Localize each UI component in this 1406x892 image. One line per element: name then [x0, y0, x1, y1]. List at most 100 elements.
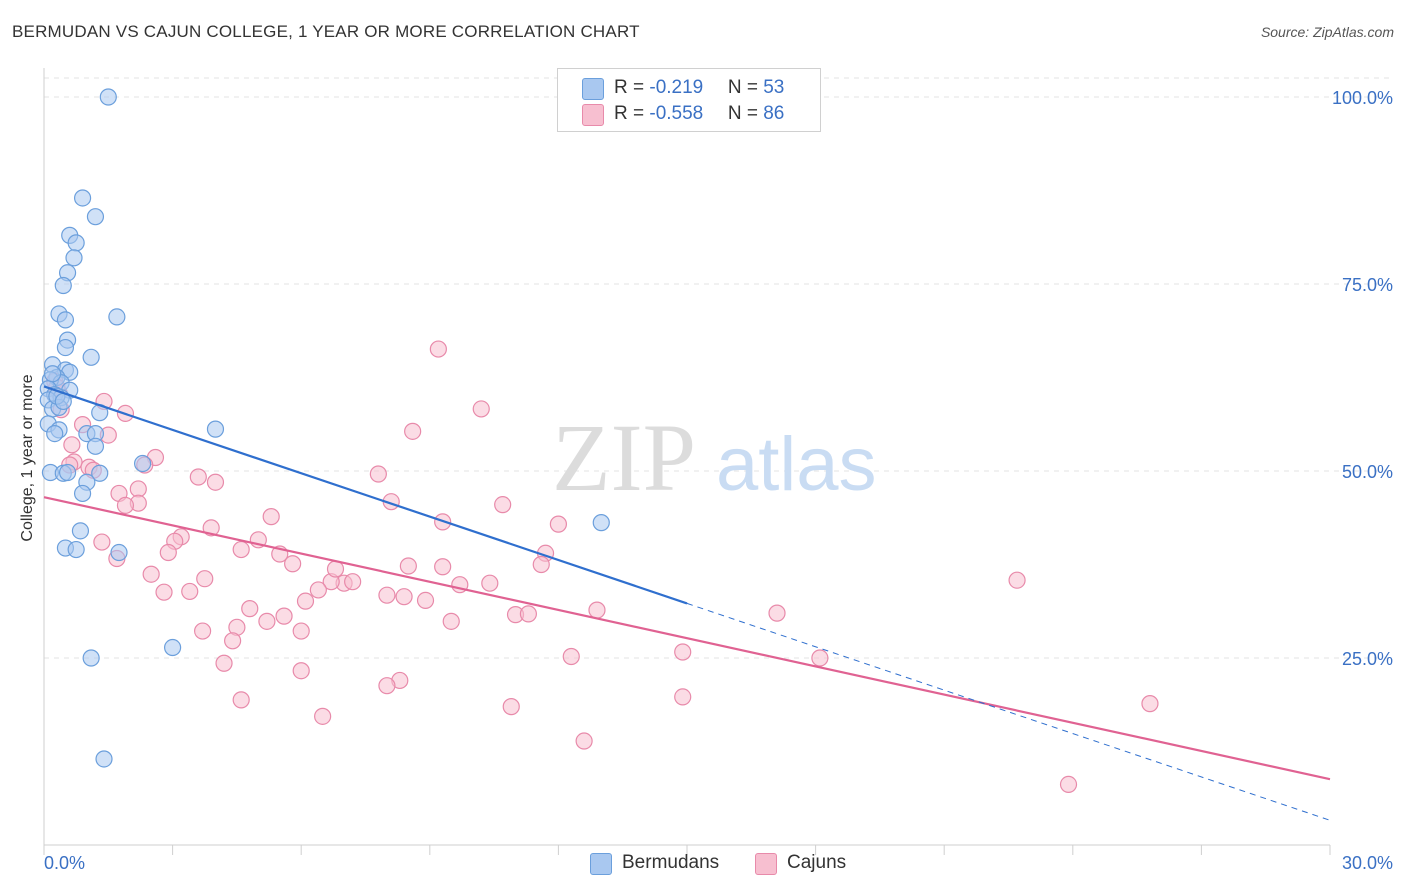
cajun-point: [206, 473, 225, 491]
watermark-zip: ZIP: [552, 404, 696, 511]
bermudan-point: [86, 437, 105, 455]
cajun-point: [224, 632, 242, 650]
cajun-point: [494, 496, 512, 514]
cajun-point: [314, 707, 332, 725]
cajun-point: [768, 604, 786, 622]
source-label: Source: ZipAtlas.com: [1260, 24, 1394, 40]
cajuns-points: [46, 340, 1159, 794]
legend-n-label: N =: [727, 77, 764, 98]
bermudan-point: [58, 463, 77, 482]
cajun-point: [241, 600, 259, 618]
bermudans-swatch: [590, 853, 612, 875]
y-axis-label: College, 1 year or more: [19, 374, 36, 541]
cajun-point: [296, 592, 315, 610]
cajun-point: [442, 612, 460, 630]
bermudan-point: [91, 464, 109, 482]
cajun-point: [378, 586, 396, 604]
cajun-point: [562, 647, 580, 666]
cajun-point: [344, 573, 362, 591]
watermark-atlas: atlas: [716, 422, 877, 507]
cajuns-swatch: [582, 104, 604, 126]
bermudan-point: [133, 454, 152, 473]
cajun-point: [189, 468, 207, 486]
cajun-point: [532, 555, 550, 574]
cajun-point: [472, 400, 490, 418]
cajun-point: [284, 555, 302, 573]
bermudans-points: [39, 88, 610, 768]
x-tick-label: 30.0%: [1342, 853, 1393, 873]
y-tick-label: 25.0%: [1342, 649, 1393, 669]
bermudan-point: [54, 276, 72, 295]
trend-lines: [43, 385, 1331, 821]
cajun-point: [575, 732, 593, 750]
cajun-point: [93, 533, 111, 551]
bermudan-point: [206, 420, 225, 438]
y-tick-label: 75.0%: [1342, 275, 1393, 295]
cajun-point: [674, 643, 692, 661]
bottom-legend-label: Bermudans: [622, 852, 720, 873]
cajun-point: [811, 649, 829, 667]
bermudan-point: [56, 338, 75, 357]
cajun-point: [215, 654, 233, 672]
legend-r-label: R =: [614, 103, 650, 124]
bermudans-swatch: [582, 78, 604, 100]
cajun-point: [232, 691, 250, 709]
correlation-legend: R = -0.219 N = 53 R = -0.558 N = 86: [557, 68, 821, 132]
y-tick-label: 50.0%: [1342, 462, 1393, 482]
cajun-point: [429, 340, 447, 358]
cajun-point: [275, 607, 293, 625]
bermudan-point: [56, 311, 75, 329]
cajun-point: [292, 622, 310, 640]
bermudans-trend-line: [43, 385, 688, 605]
legend-n-label: N =: [727, 103, 764, 124]
cajun-point: [194, 622, 212, 640]
cajun-point: [155, 583, 173, 601]
bermudan-point: [43, 365, 62, 383]
cajun-point: [519, 605, 537, 623]
cajun-point: [502, 698, 520, 716]
bermudans-trend-extension: [686, 602, 1331, 821]
cajun-point: [416, 591, 435, 610]
bermudan-point: [67, 234, 85, 252]
cajun-point: [1141, 695, 1159, 713]
cajun-point: [63, 436, 81, 454]
bermudan-point: [73, 189, 92, 207]
cajun-point: [588, 601, 606, 619]
cajun-point: [258, 612, 276, 630]
cajun-point: [378, 677, 396, 695]
x-tick-label: 0.0%: [44, 853, 85, 873]
bermudan-point: [65, 249, 83, 267]
cajun-point: [129, 480, 147, 498]
watermark: ZIP atlas: [552, 404, 877, 511]
cajun-point: [674, 688, 692, 706]
legend-n-value: 86: [763, 103, 785, 124]
cajun-point: [1008, 571, 1026, 589]
bermudan-point: [108, 308, 126, 326]
cajun-point: [309, 581, 327, 599]
cajun-point: [481, 574, 499, 592]
bermudan-point: [110, 543, 128, 562]
cajun-point: [369, 465, 387, 483]
bermudan-point: [164, 638, 182, 657]
y-tick-label: 100.0%: [1332, 88, 1393, 108]
cajuns-trend-line: [43, 496, 1331, 781]
cajun-point: [434, 558, 452, 576]
cajun-point: [196, 570, 214, 588]
cajun-point: [262, 508, 280, 526]
cajun-point: [142, 565, 160, 583]
bermudan-point: [82, 649, 100, 667]
cajun-point: [395, 588, 413, 606]
bermudan-point: [592, 514, 610, 532]
bermudan-point: [67, 540, 85, 559]
bottom-legend-label: Cajuns: [787, 852, 847, 873]
chart-title: BERMUDAN VS CAJUN COLLEGE, 1 YEAR OR MOR…: [12, 22, 640, 41]
bermudan-point: [95, 750, 113, 768]
cajun-point: [399, 557, 417, 575]
axes: [43, 68, 1331, 855]
cajun-point: [549, 515, 568, 533]
tick-labels: 25.0% 50.0% 75.0% 100.0% 0.0% 30.0%: [44, 88, 1393, 873]
bermudan-point: [71, 522, 90, 540]
cajun-point: [232, 540, 250, 559]
bermudan-point: [99, 88, 117, 106]
